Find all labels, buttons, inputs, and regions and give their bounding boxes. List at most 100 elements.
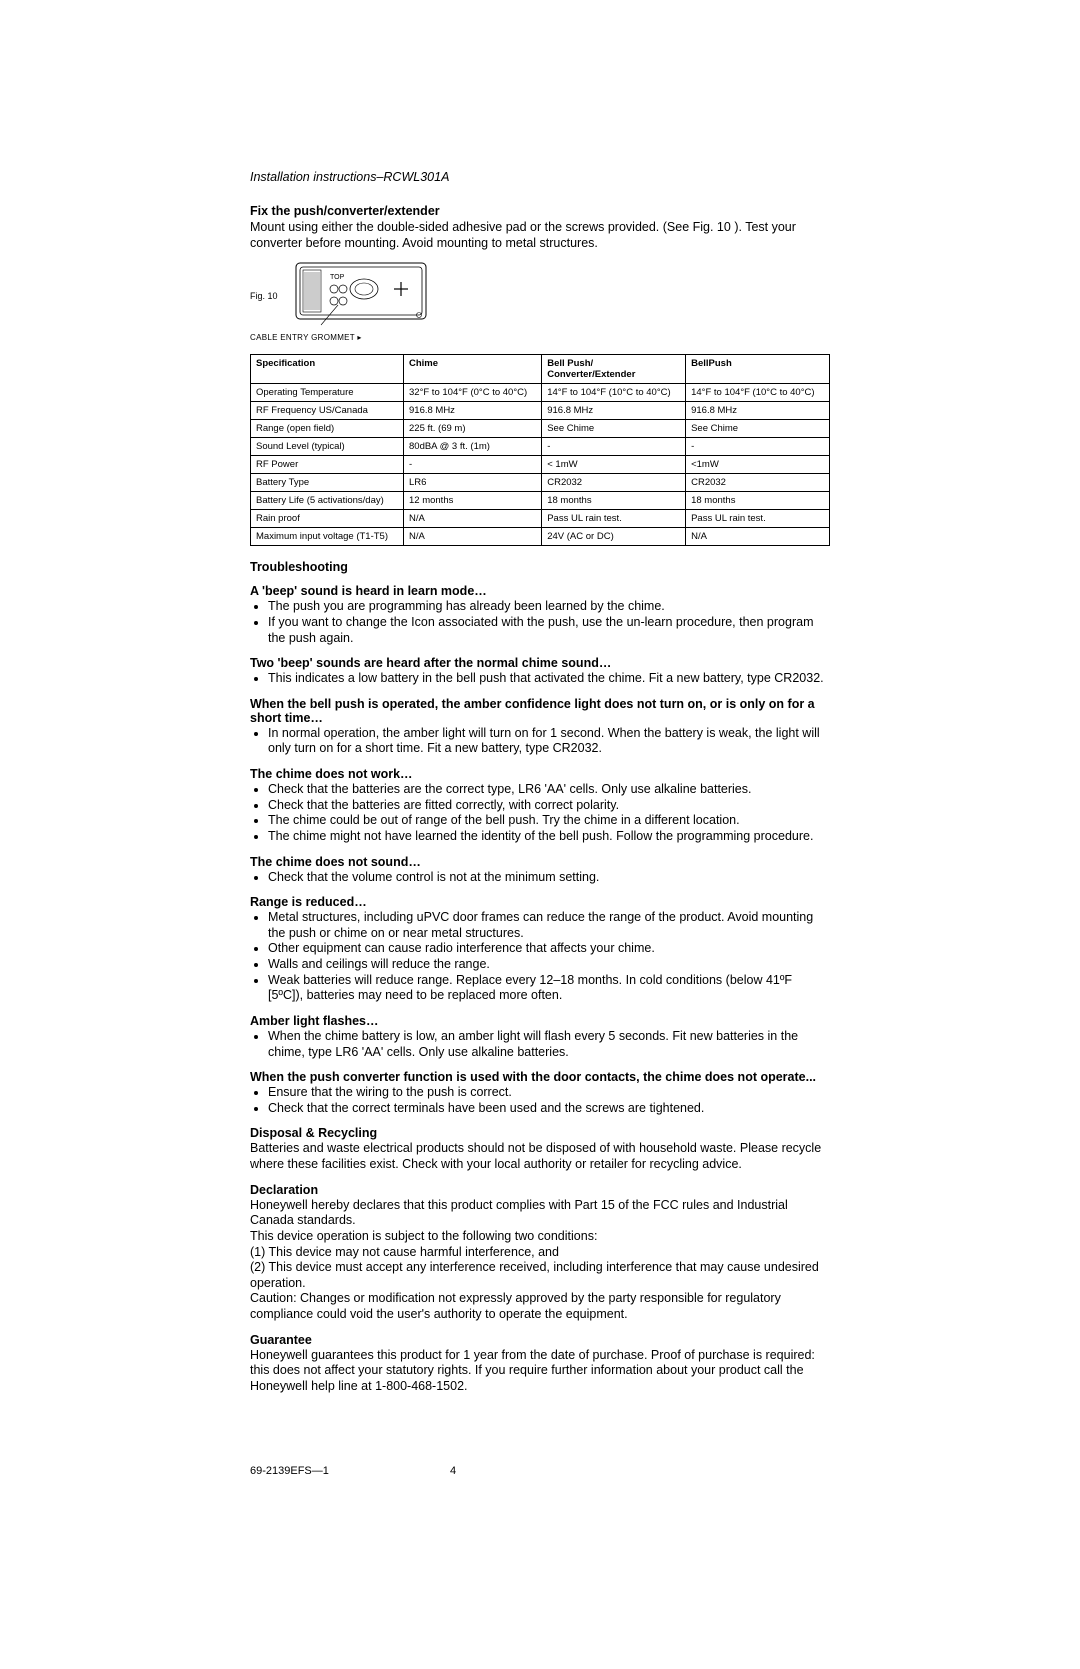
troubleshooting-heading: Troubleshooting [250, 560, 830, 574]
trouble-item-heading: When the push converter function is used… [250, 1070, 830, 1084]
table-cell: CR2032 [542, 474, 686, 492]
table-cell: - [542, 438, 686, 456]
list-item: This indicates a low battery in the bell… [268, 671, 830, 687]
list-item: Ensure that the wiring to the push is co… [268, 1085, 830, 1101]
table-header: Chime [404, 355, 542, 384]
table-row: Battery Life (5 activations/day)12 month… [251, 492, 830, 510]
footer-page-number: 4 [450, 1465, 456, 1477]
table-row: RF Power-< 1mW<1mW [251, 456, 830, 474]
table-cell: N/A [686, 528, 830, 546]
disposal-text: Batteries and waste electrical products … [250, 1141, 830, 1172]
table-cell: Battery Type [251, 474, 404, 492]
trouble-item-heading: Two 'beep' sounds are heard after the no… [250, 656, 830, 670]
trouble-item-bullets: When the chime battery is low, an amber … [250, 1029, 830, 1060]
svg-text:TOP: TOP [330, 274, 345, 281]
table-cell: 24V (AC or DC) [542, 528, 686, 546]
table-cell: N/A [404, 528, 542, 546]
trouble-item-bullets: This indicates a low battery in the bell… [250, 671, 830, 687]
table-header: Bell Push/ Converter/Extender [542, 355, 686, 384]
table-cell: Operating Temperature [251, 384, 404, 402]
fix-text: Mount using either the double-sided adhe… [250, 220, 830, 251]
list-item: When the chime battery is low, an amber … [268, 1029, 830, 1060]
table-cell: CR2032 [686, 474, 830, 492]
trouble-item-heading: Amber light flashes… [250, 1014, 830, 1028]
table-cell: 18 months [686, 492, 830, 510]
table-cell: - [686, 438, 830, 456]
figure-10-illustration: TOP [286, 257, 436, 329]
list-item: If you want to change the Icon associate… [268, 615, 830, 646]
table-cell: 14°F to 104°F (10°C to 40°C) [686, 384, 830, 402]
table-cell: 12 months [404, 492, 542, 510]
figure-caption: CABLE ENTRY GROMMET ▸ [250, 333, 830, 342]
trouble-item-bullets: Check that the volume control is not at … [250, 870, 830, 886]
table-cell: 916.8 MHz [404, 402, 542, 420]
trouble-item-heading: The chime does not sound… [250, 855, 830, 869]
trouble-item-bullets: Check that the batteries are the correct… [250, 782, 830, 845]
table-cell: See Chime [686, 420, 830, 438]
page-footer: 69-2139EFS—1 4 [250, 1465, 830, 1477]
footer-doc-number: 69-2139EFS—1 [250, 1465, 450, 1477]
trouble-item-heading: A 'beep' sound is heard in learn mode… [250, 584, 830, 598]
document-title: Installation instructions–RCWL301A [250, 170, 830, 184]
list-item: The push you are programming has already… [268, 599, 830, 615]
table-cell: Battery Life (5 activations/day) [251, 492, 404, 510]
guarantee-heading: Guarantee [250, 1333, 830, 1347]
table-cell: 916.8 MHz [542, 402, 686, 420]
table-cell: Sound Level (typical) [251, 438, 404, 456]
table-row: Rain proofN/APass UL rain test.Pass UL r… [251, 510, 830, 528]
table-cell: 14°F to 104°F (10°C to 40°C) [542, 384, 686, 402]
list-item: The chime might not have learned the ide… [268, 829, 830, 845]
table-row: Maximum input voltage (T1-T5)N/A24V (AC … [251, 528, 830, 546]
table-row: Sound Level (typical)80dBA @ 3 ft. (1m)-… [251, 438, 830, 456]
table-cell: LR6 [404, 474, 542, 492]
fix-heading: Fix the push/converter/extender [250, 204, 830, 218]
list-item: Metal structures, including uPVC door fr… [268, 910, 830, 941]
trouble-item-bullets: The push you are programming has already… [250, 599, 830, 646]
list-item: Check that the batteries are the correct… [268, 782, 830, 798]
declaration-text: Honeywell hereby declares that this prod… [250, 1198, 830, 1323]
list-item: Check that the volume control is not at … [268, 870, 830, 886]
specification-table: SpecificationChimeBell Push/ Converter/E… [250, 354, 830, 546]
list-item: Weak batteries will reduce range. Replac… [268, 973, 830, 1004]
table-cell: Pass UL rain test. [686, 510, 830, 528]
list-item: Walls and ceilings will reduce the range… [268, 957, 830, 973]
disposal-heading: Disposal & Recycling [250, 1126, 830, 1140]
trouble-item-bullets: Ensure that the wiring to the push is co… [250, 1085, 830, 1116]
table-cell: - [404, 456, 542, 474]
trouble-item-bullets: Metal structures, including uPVC door fr… [250, 910, 830, 1004]
table-cell: Rain proof [251, 510, 404, 528]
list-item: The chime could be out of range of the b… [268, 813, 830, 829]
table-cell: 18 months [542, 492, 686, 510]
table-cell: 32°F to 104°F (0°C to 40°C) [404, 384, 542, 402]
list-item: Other equipment can cause radio interfer… [268, 941, 830, 957]
trouble-item-bullets: In normal operation, the amber light wil… [250, 726, 830, 757]
table-cell: Pass UL rain test. [542, 510, 686, 528]
trouble-item-heading: The chime does not work… [250, 767, 830, 781]
table-cell: 225 ft. (69 m) [404, 420, 542, 438]
table-cell: 80dBA @ 3 ft. (1m) [404, 438, 542, 456]
table-row: RF Frequency US/Canada916.8 MHz916.8 MHz… [251, 402, 830, 420]
declaration-heading: Declaration [250, 1183, 830, 1197]
table-row: Operating Temperature32°F to 104°F (0°C … [251, 384, 830, 402]
table-cell: N/A [404, 510, 542, 528]
table-header: BellPush [686, 355, 830, 384]
figure-label: Fig. 10 [250, 291, 278, 329]
trouble-item-heading: When the bell push is operated, the ambe… [250, 697, 830, 725]
table-cell: 916.8 MHz [686, 402, 830, 420]
table-cell: RF Frequency US/Canada [251, 402, 404, 420]
table-cell: Range (open field) [251, 420, 404, 438]
document-page: Installation instructions–RCWL301A Fix t… [0, 0, 1080, 1577]
trouble-item-heading: Range is reduced… [250, 895, 830, 909]
table-header: Specification [251, 355, 404, 384]
table-cell: See Chime [542, 420, 686, 438]
table-cell: RF Power [251, 456, 404, 474]
figure-block: Fig. 10 TOP [250, 257, 830, 342]
table-cell: <1mW [686, 456, 830, 474]
list-item: Check that the correct terminals have be… [268, 1101, 830, 1117]
table-cell: < 1mW [542, 456, 686, 474]
list-item: In normal operation, the amber light wil… [268, 726, 830, 757]
troubleshooting-list: A 'beep' sound is heard in learn mode…Th… [250, 584, 830, 1116]
table-cell: Maximum input voltage (T1-T5) [251, 528, 404, 546]
guarantee-text: Honeywell guarantees this product for 1 … [250, 1348, 830, 1395]
table-row: Battery TypeLR6CR2032CR2032 [251, 474, 830, 492]
